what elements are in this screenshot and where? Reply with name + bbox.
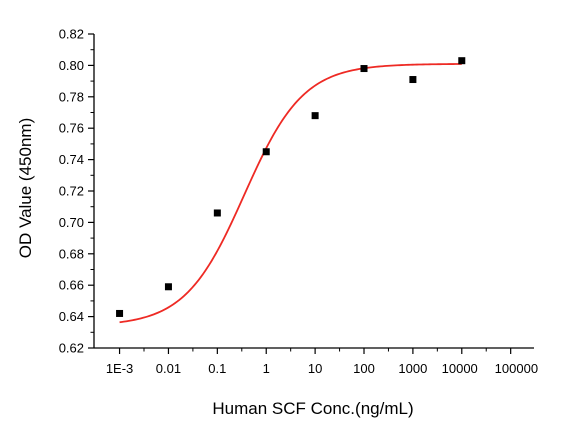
fit-curve	[119, 63, 462, 324]
y-tick-label: 0.80	[59, 58, 84, 73]
y-tick-label: 0.74	[59, 152, 84, 167]
y-tick-label: 0.82	[59, 27, 84, 42]
x-tick-label: 0.1	[208, 361, 226, 376]
y-tick-label: 0.70	[59, 215, 84, 230]
y-tick-label: 0.62	[59, 341, 84, 356]
data-point	[458, 57, 466, 65]
data-point	[360, 65, 368, 73]
data-point	[213, 209, 221, 217]
data-points-layer	[116, 57, 466, 317]
y-tick-label: 0.76	[59, 121, 84, 136]
x-tick-label: 1000	[398, 361, 427, 376]
data-point	[262, 148, 270, 156]
axes-layer	[93, 34, 534, 349]
data-point	[116, 309, 124, 317]
y-tick-label: 0.66	[59, 278, 84, 293]
y-tick-label: 0.72	[59, 184, 84, 199]
x-tick-label: 0.01	[156, 361, 181, 376]
x-axis-title: Human SCF Conc.(ng/mL)	[212, 399, 413, 418]
tick-labels-layer: 0.62 0.64 0.66 0.68 0.70 0.72 0.74 0.76 0.78 0.80…	[59, 27, 538, 377]
x-tick-label: 1	[263, 361, 270, 376]
data-point	[164, 283, 172, 291]
x-tick-label: 100	[353, 361, 375, 376]
y-tick-label: 0.78	[59, 89, 84, 104]
ticks-layer	[88, 33, 512, 354]
data-point	[311, 112, 319, 120]
y-tick-label: 0.64	[59, 309, 84, 324]
x-tick-label: 10000	[442, 361, 478, 376]
x-tick-label: 100000	[495, 361, 538, 376]
x-tick-label: 1E-3	[106, 361, 133, 376]
x-tick-label: 10	[308, 361, 322, 376]
y-axis-title: OD Value (450nm)	[16, 118, 35, 258]
y-tick-label: 0.68	[59, 246, 84, 261]
fit-curve-layer	[119, 63, 462, 324]
data-point	[409, 76, 417, 84]
